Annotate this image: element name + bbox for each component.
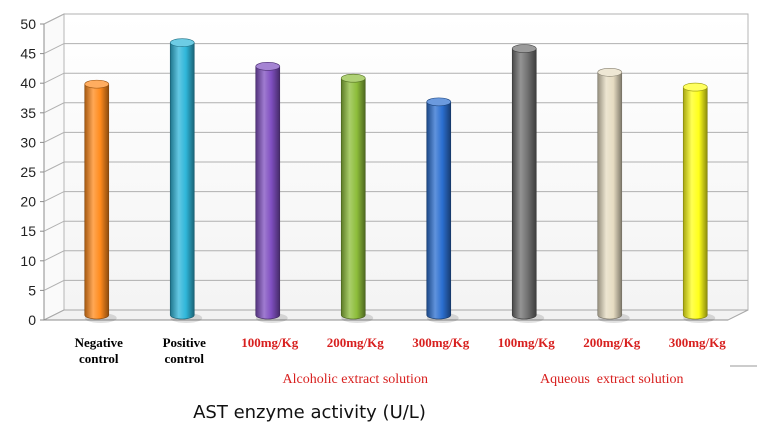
y-axis-ticks: 0 5 10 15 20 25 30 35 40 45 50	[20, 16, 44, 328]
bar-body	[169, 42, 195, 320]
x-tick-label: 100mg/Kg	[498, 335, 556, 350]
bar-body	[426, 101, 452, 320]
bar	[682, 82, 716, 323]
bar-body	[511, 48, 537, 320]
y-tick-label: 0	[28, 312, 36, 328]
group-label: Alcoholic extract solution	[283, 372, 428, 387]
y-tick-label: 40	[20, 75, 36, 91]
x-tick-label: 200mg/Kg	[583, 335, 641, 350]
x-tick-label: 300mg/Kg	[412, 335, 470, 350]
bar	[597, 67, 630, 323]
y-tick-label: 10	[20, 253, 36, 269]
x-tick-label: 200mg/Kg	[327, 335, 385, 350]
bar-body	[340, 77, 366, 320]
y-tick-label: 5	[28, 282, 36, 298]
chart-caption: AST enzyme activity (U/L)	[193, 402, 426, 423]
bar-series	[84, 38, 716, 323]
x-tick-label: 100mg/Kg	[241, 335, 299, 350]
bar-top	[426, 97, 452, 107]
bar	[84, 79, 117, 323]
x-tick-label: Positive control	[163, 335, 207, 366]
gridline	[43, 43, 748, 55]
y-tick-label: 35	[20, 105, 36, 121]
bar	[426, 97, 459, 323]
bar	[255, 62, 288, 323]
x-axis-labels: Negative control Positive control 100mg/Kg 20…	[75, 335, 727, 366]
y-tick-label: 45	[20, 46, 36, 62]
gridline	[43, 13, 748, 25]
chart-frame	[43, 13, 757, 367]
bar	[340, 73, 374, 323]
bar-body	[682, 86, 708, 320]
bar	[169, 38, 203, 323]
bar-body	[84, 83, 110, 320]
x-tick-label: 300mg/Kg	[669, 335, 727, 350]
bar	[511, 44, 545, 323]
bar-top	[597, 67, 623, 77]
x-tick-label: Negative control	[75, 335, 124, 366]
bar-top	[255, 62, 281, 71]
y-tick-label: 25	[20, 164, 36, 180]
y-tick-label: 30	[20, 134, 36, 150]
group-labels: Alcoholic extract solution Aqueous extrac…	[283, 372, 684, 387]
bar-body	[597, 71, 623, 320]
group-label: Aqueous extract solution	[540, 372, 683, 387]
y-tick-label: 15	[20, 223, 36, 239]
bar-body	[255, 66, 281, 320]
bar-top	[84, 79, 110, 89]
chart-floor	[43, 309, 749, 321]
bar-top	[340, 73, 366, 83]
bar-top	[169, 38, 195, 47]
y-tick-label: 20	[20, 194, 36, 210]
y-tick-label: 50	[20, 16, 36, 32]
bar-top	[511, 44, 537, 53]
bar-top	[682, 82, 708, 92]
